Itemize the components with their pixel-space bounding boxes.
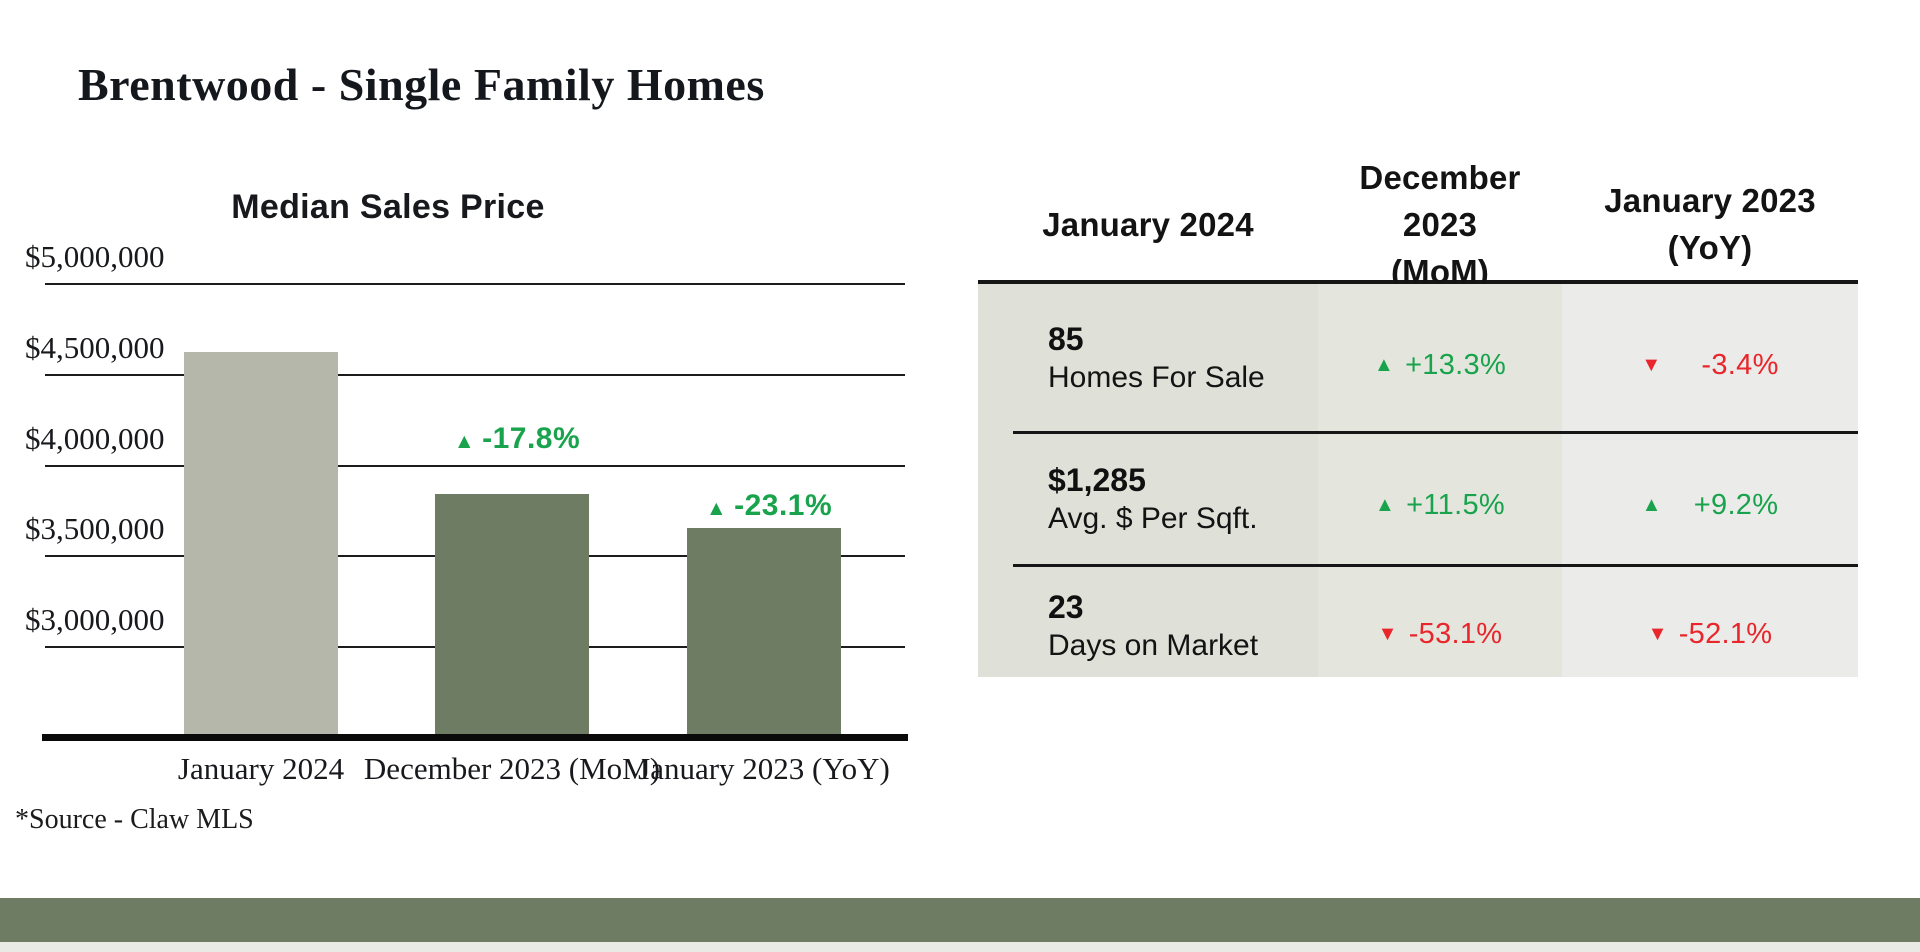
trend-arrow-icon: ▲ <box>1375 494 1396 516</box>
yoy-change: ▼ -3.4% <box>1562 335 1858 382</box>
y-axis-tick-label: $3,500,000 <box>25 511 165 547</box>
gridline <box>45 373 905 376</box>
metric-label: Avg. $ Per Sqft. <box>1048 501 1258 535</box>
trend-arrow-icon: ▲ <box>1373 353 1395 376</box>
row-divider <box>1013 564 1858 567</box>
mom-change-cell: ▼ -53.1% <box>1318 565 1562 677</box>
mom-change: ▲ +11.5% <box>1318 475 1562 522</box>
yoy-change: ▲ +9.2% <box>1562 475 1858 522</box>
y-axis-tick-label: $4,000,000 <box>25 420 165 456</box>
mom-change-cell: ▲ +11.5% <box>1318 432 1562 565</box>
table-row: $1,285 Avg. $ Per Sqft. ▲ +11.5% ▲ +9.2% <box>978 432 1858 567</box>
percent-value: +13.3% <box>1405 348 1507 381</box>
gridline <box>45 283 905 285</box>
metric-cell: $1,285 Avg. $ Per Sqft. <box>978 432 1318 565</box>
mom-change: ▼ -53.1% <box>1318 592 1562 651</box>
stats-table-body: 85 Homes For Sale ▲ +13.3% ▼ -3.4% $1,28… <box>978 284 1858 677</box>
column-header: January 2023 (YoY) <box>1604 182 1816 266</box>
row-divider <box>1013 431 1858 434</box>
footer-band <box>0 898 1920 942</box>
mom-change: ▲ +13.3% <box>1318 335 1562 382</box>
percent-value: -52.1% <box>1678 617 1773 650</box>
footer-strip <box>0 942 1920 952</box>
x-axis-line <box>42 734 908 741</box>
metric-cell: 23 Days on Market <box>978 565 1318 677</box>
table-row: 85 Homes For Sale ▲ +13.3% ▼ -3.4% <box>978 284 1858 434</box>
mom-change-cell: ▲ +13.3% <box>1318 284 1562 432</box>
metric-cell: 85 Homes For Sale <box>978 284 1318 432</box>
y-axis-tick-label: $4,500,000 <box>25 329 165 365</box>
percent-value: -3.4% <box>1701 348 1779 381</box>
y-axis-tick-label: $3,000,000 <box>25 602 165 638</box>
column-header: December 2023 (MoM) <box>1359 158 1521 290</box>
bar-january-2024 <box>184 352 338 737</box>
table-row: 23 Days on Market ▼ -53.1% ▼ -52.1% <box>978 565 1858 677</box>
yoy-change: ▼ -52.1% <box>1562 592 1858 651</box>
metric-value: 23 <box>1048 589 1084 625</box>
median-sales-price-chart: $5,000,000 $4,500,000 $4,000,000 $3,500,000… <box>25 239 908 786</box>
trend-arrow-icon: ▲ <box>705 497 728 521</box>
change-annotation: ▲ -17.8% <box>454 422 580 456</box>
trend-arrow-icon: ▼ <box>1377 622 1398 645</box>
percent-value: +11.5% <box>1406 489 1505 521</box>
percent-value: -23.1% <box>734 489 833 523</box>
x-axis-category-label: January 2024 <box>177 751 345 786</box>
percent-value: -53.1% <box>1408 617 1503 650</box>
trend-arrow-icon: ▼ <box>1647 622 1668 645</box>
trend-arrow-icon: ▼ <box>1641 353 1662 376</box>
metric-label: Days on Market <box>1048 629 1259 662</box>
percent-value: +9.2% <box>1693 489 1779 521</box>
source-note: *Source - Claw MLS <box>15 804 254 835</box>
trend-arrow-icon: ▲ <box>453 430 476 454</box>
x-axis-category-label: December 2023 (MoM) <box>363 751 661 786</box>
bar-january-2023-yoy- <box>687 528 841 737</box>
trend-arrow-icon: ▲ <box>1641 494 1662 516</box>
bar-december-2023-mom- <box>435 493 589 737</box>
column-header: January 2024 <box>1042 205 1254 243</box>
page-title: Brentwood - Single Family Homes <box>78 59 765 110</box>
yoy-change-cell: ▼ -3.4% <box>1562 284 1858 432</box>
stats-table: January 2024 December 2023 (MoM) January 20… <box>978 159 1858 677</box>
metric-value: $1,285 <box>1048 461 1146 498</box>
table-top-rule <box>978 280 1858 284</box>
change-annotation: ▲ -23.1% <box>706 489 832 523</box>
chart-title: Median Sales Price <box>231 188 545 226</box>
metric-label: Homes For Sale <box>1048 361 1265 394</box>
yoy-change-cell: ▼ -52.1% <box>1562 565 1858 677</box>
gridline <box>45 464 905 467</box>
x-axis-category-label: January 2023 (YoY) <box>638 751 890 786</box>
stats-table-header: January 2024 December 2023 (MoM) January 20… <box>978 159 1858 290</box>
metric-value: 85 <box>1048 321 1084 357</box>
yoy-change-cell: ▲ +9.2% <box>1562 432 1858 565</box>
percent-value: -17.8% <box>482 422 581 456</box>
y-axis-tick-label: $5,000,000 <box>25 239 165 274</box>
